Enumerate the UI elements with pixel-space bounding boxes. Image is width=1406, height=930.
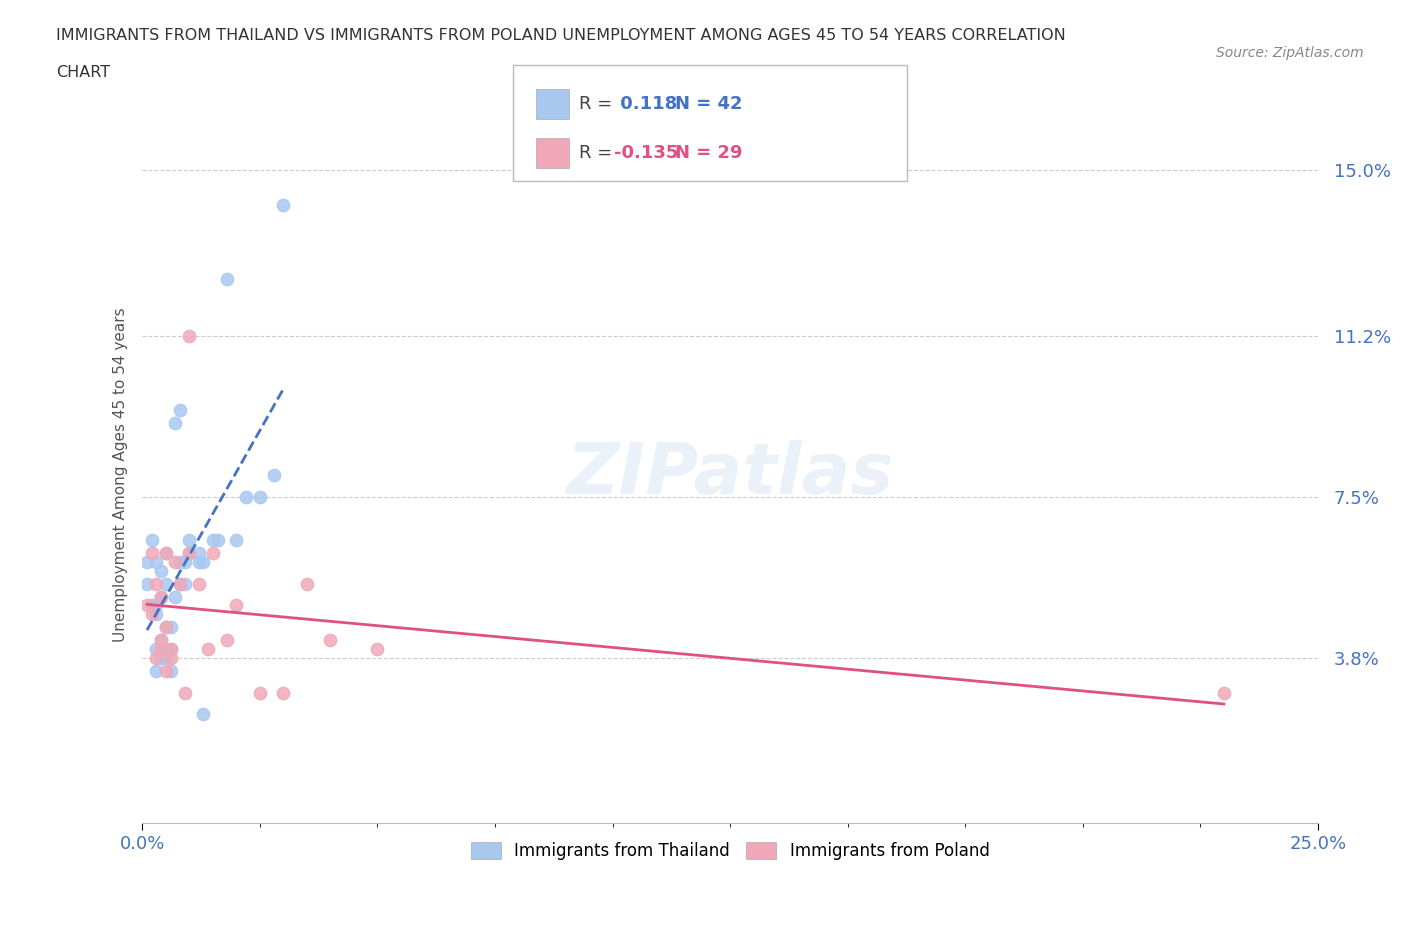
Point — [165, 590, 187, 604]
Text: ZIPatlas: ZIPatlas — [567, 441, 894, 510]
Text: R =: R = — [579, 144, 619, 162]
Point — [273, 197, 295, 212]
Text: -0.135: -0.135 — [614, 144, 679, 162]
Point — [225, 533, 247, 548]
Point — [155, 546, 177, 561]
Point — [165, 554, 187, 569]
Y-axis label: Unemployment Among Ages 45 to 54 years: Unemployment Among Ages 45 to 54 years — [114, 308, 128, 643]
Point — [136, 554, 159, 569]
Point — [150, 590, 173, 604]
Point — [179, 533, 201, 548]
Point — [150, 650, 173, 665]
Point — [187, 577, 209, 591]
Point — [155, 619, 177, 634]
Text: R =: R = — [579, 95, 619, 113]
Point — [150, 642, 173, 657]
Point — [145, 598, 167, 613]
Point — [136, 577, 159, 591]
Text: N = 42: N = 42 — [675, 95, 742, 113]
Point — [155, 650, 177, 665]
Point — [169, 554, 191, 569]
Point — [193, 554, 215, 569]
Point — [145, 650, 167, 665]
Point — [155, 663, 177, 678]
Point — [165, 415, 187, 430]
Point — [145, 554, 167, 569]
Point — [159, 642, 181, 657]
Point — [159, 619, 181, 634]
Point — [249, 685, 271, 700]
Point — [169, 402, 191, 417]
Text: CHART: CHART — [56, 65, 110, 80]
Point — [207, 533, 229, 548]
Point — [295, 577, 318, 591]
Point — [155, 546, 177, 561]
Point — [141, 533, 163, 548]
Point — [187, 546, 209, 561]
Text: IMMIGRANTS FROM THAILAND VS IMMIGRANTS FROM POLAND UNEMPLOYMENT AMONG AGES 45 TO: IMMIGRANTS FROM THAILAND VS IMMIGRANTS F… — [56, 28, 1066, 43]
Point — [159, 642, 181, 657]
Point — [136, 598, 159, 613]
Text: Source: ZipAtlas.com: Source: ZipAtlas.com — [1216, 46, 1364, 60]
Point — [201, 546, 224, 561]
Point — [150, 590, 173, 604]
Point — [145, 606, 167, 621]
Legend: Immigrants from Thailand, Immigrants from Poland: Immigrants from Thailand, Immigrants fro… — [464, 835, 997, 867]
Point — [150, 564, 173, 578]
Point — [159, 663, 181, 678]
Point — [1212, 685, 1234, 700]
Point — [169, 577, 191, 591]
Point — [141, 546, 163, 561]
Point — [169, 577, 191, 591]
Point — [141, 598, 163, 613]
Point — [173, 577, 195, 591]
Point — [249, 489, 271, 504]
Text: N = 29: N = 29 — [675, 144, 742, 162]
Point — [150, 632, 173, 647]
Point — [225, 598, 247, 613]
Point — [235, 489, 257, 504]
Point — [155, 642, 177, 657]
Point — [366, 642, 388, 657]
Point — [141, 606, 163, 621]
Point — [145, 577, 167, 591]
Point — [319, 632, 342, 647]
Point — [159, 650, 181, 665]
Point — [173, 685, 195, 700]
Point — [150, 632, 173, 647]
Point — [193, 707, 215, 722]
Point — [179, 546, 201, 561]
Point — [273, 685, 295, 700]
Point — [201, 533, 224, 548]
Point — [155, 619, 177, 634]
Point — [179, 546, 201, 561]
Point — [197, 642, 219, 657]
Point — [187, 554, 209, 569]
Point — [215, 632, 238, 647]
Point — [155, 577, 177, 591]
Point — [263, 468, 285, 483]
Point — [173, 554, 195, 569]
Point — [145, 663, 167, 678]
Text: 0.118: 0.118 — [614, 95, 678, 113]
Point — [145, 642, 167, 657]
Point — [179, 328, 201, 343]
Point — [215, 272, 238, 286]
